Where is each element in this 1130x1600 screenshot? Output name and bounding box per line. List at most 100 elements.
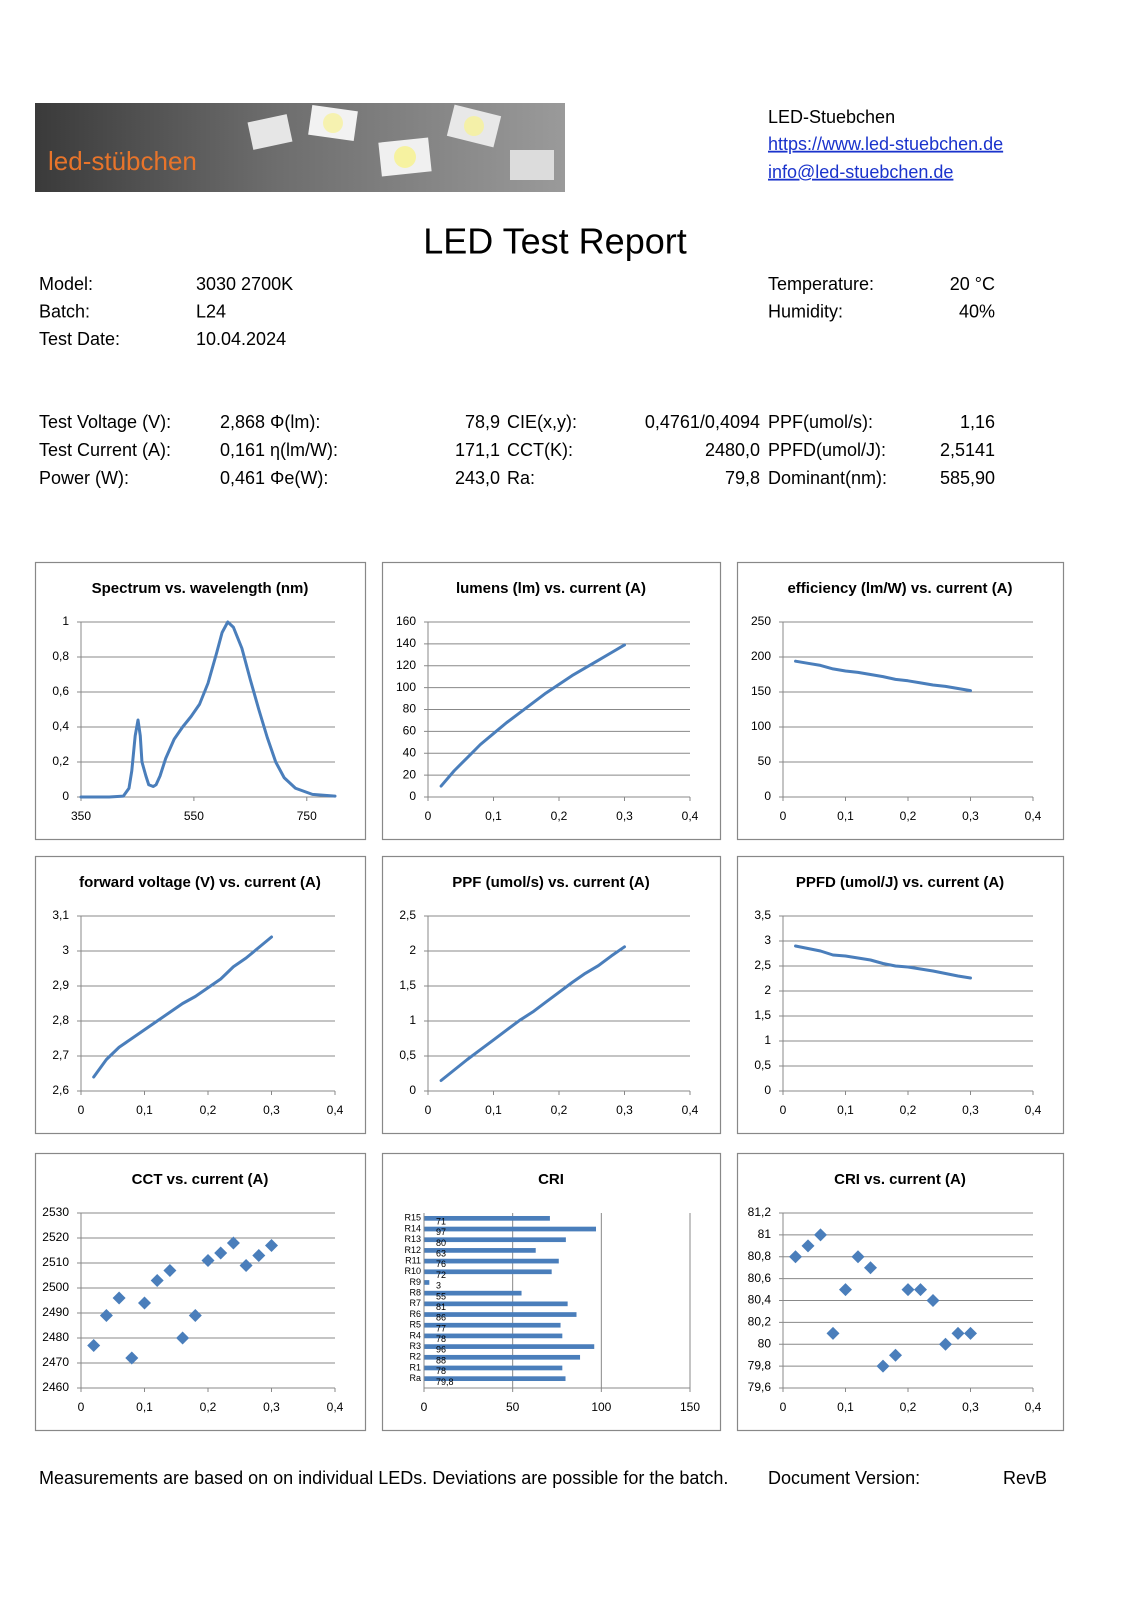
x-tick-label: 0,2 [900, 1400, 917, 1414]
info-value: 40% [959, 301, 995, 321]
x-tick-label: 0 [780, 1400, 787, 1414]
version-label: Document Version: [768, 1468, 920, 1488]
x-tick-label: 0 [425, 809, 432, 823]
measure-label: η(lm/W): [270, 440, 338, 460]
chart-frame [736, 1152, 1065, 1432]
measure-label: Φe(W): [270, 468, 328, 488]
email-link[interactable]: info@led-stuebchen.de [768, 162, 953, 182]
y-tick-label: 0 [62, 789, 69, 803]
data-line [439, 945, 626, 1082]
x-tick-label: 0,2 [900, 1103, 917, 1117]
x-tick-label: 0,3 [616, 809, 633, 823]
value-label: 81 [436, 1302, 446, 1312]
bar [424, 1344, 595, 1349]
x-tick-label: 550 [184, 809, 204, 823]
y-tick-label: 2 [764, 983, 771, 997]
y-tick-label: 3 [62, 943, 69, 957]
x-tick-label: 0,1 [837, 1103, 854, 1117]
data-point [939, 1337, 952, 1351]
x-tick-label: 0,1 [136, 1103, 153, 1117]
value-label: 76 [436, 1259, 446, 1269]
y-tick-label: 0,4 [52, 719, 69, 733]
y-tick-label: 0,5 [754, 1058, 771, 1072]
measure-label: Test Current (A): [39, 440, 171, 460]
x-tick-label: 150 [680, 1400, 700, 1414]
measure-value: 0,161 [220, 440, 265, 460]
data-line [79, 620, 337, 799]
y-tick-label: 0 [409, 789, 416, 803]
y-tick-label: 2500 [42, 1280, 69, 1294]
chart-frame [381, 561, 722, 841]
bar [424, 1365, 563, 1371]
value-label: 78 [436, 1366, 446, 1376]
y-tick-label: 2490 [42, 1305, 69, 1319]
y-tick-label: 140 [396, 636, 416, 650]
x-tick-label: 0 [780, 1103, 787, 1117]
website-link[interactable]: https://www.led-stuebchen.de [768, 134, 1003, 154]
y-tick-label: 2530 [42, 1205, 69, 1219]
category-label: R7 [409, 1298, 421, 1308]
footer-note: Measurements are based on on individual … [39, 1468, 728, 1488]
measure-value: 2,5141 [940, 440, 995, 460]
value-label: 77 [436, 1323, 446, 1333]
measure-value: 2480,0 [705, 440, 760, 460]
y-tick-label: 2,8 [52, 1013, 69, 1027]
measure-label: CIE(x,y): [507, 412, 577, 432]
x-tick-label: 0,1 [837, 809, 854, 823]
data-point [163, 1264, 177, 1277]
chart-title: Spectrum vs. wavelength (nm) [92, 580, 309, 597]
y-tick-label: 2480 [42, 1330, 69, 1344]
y-tick-label: 0 [764, 789, 771, 803]
chart-frame [34, 1152, 367, 1432]
bar [424, 1269, 552, 1275]
y-tick-label: 0,6 [52, 684, 69, 698]
x-tick-label: 0,3 [962, 1400, 979, 1414]
y-tick-label: 81 [758, 1227, 772, 1241]
y-tick-label: 3 [764, 933, 771, 947]
data-point [252, 1249, 266, 1262]
y-tick-label: 2 [409, 943, 416, 957]
y-tick-label: 160 [396, 614, 416, 628]
category-label: R8 [409, 1288, 421, 1298]
y-tick-label: 50 [758, 754, 772, 768]
measure-label: Ra: [507, 468, 535, 488]
data-point [814, 1228, 827, 1242]
bar [424, 1215, 550, 1221]
y-tick-label: 1,5 [399, 978, 416, 992]
x-tick-label: 0,2 [551, 1103, 568, 1117]
company-name: LED-Stuebchen [768, 107, 895, 127]
y-tick-label: 40 [403, 745, 417, 759]
x-tick-label: 0,3 [962, 1103, 979, 1117]
category-label: R5 [409, 1320, 421, 1330]
data-point [889, 1348, 902, 1362]
bar [424, 1280, 430, 1285]
x-tick-label: 0 [780, 809, 787, 823]
chart-title: lumens (lm) vs. current (A) [456, 580, 646, 597]
data-point [951, 1326, 965, 1340]
x-tick-label: 0,3 [263, 1103, 280, 1117]
x-tick-label: 750 [297, 809, 317, 823]
bar [424, 1322, 561, 1328]
data-line [92, 935, 273, 1079]
y-tick-label: 150 [751, 684, 771, 698]
data-point [901, 1283, 915, 1297]
y-tick-label: 79,6 [748, 1380, 772, 1394]
y-tick-label: 250 [751, 614, 771, 628]
value-label: 96 [436, 1345, 446, 1355]
data-point [839, 1283, 852, 1297]
category-label: R6 [409, 1309, 421, 1319]
y-tick-label: 3,5 [754, 908, 771, 922]
category-label: R3 [409, 1341, 421, 1351]
y-tick-label: 80 [758, 1336, 772, 1350]
y-tick-label: 200 [751, 649, 771, 663]
y-tick-label: 2,9 [52, 978, 69, 992]
y-tick-label: 120 [396, 658, 416, 672]
logo-text: led-stübchen [48, 146, 197, 176]
data-point [188, 1309, 202, 1322]
data-point [826, 1326, 840, 1340]
measure-value: 2,868 [220, 412, 265, 432]
report-title: LED Test Report [423, 221, 686, 262]
y-tick-label: 2510 [42, 1255, 69, 1269]
logo: led-stübchen [35, 103, 565, 192]
